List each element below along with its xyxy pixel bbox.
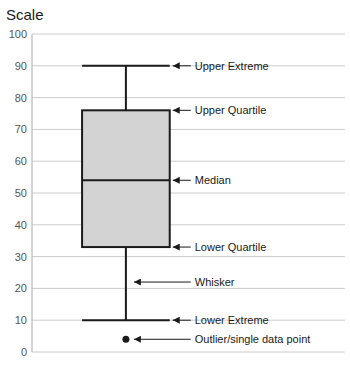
plot-area [82, 66, 170, 343]
upper-whisker [125, 66, 127, 111]
annotation: Median [195, 174, 231, 186]
annotation-arrow [134, 282, 191, 283]
grid-line [32, 65, 345, 66]
grid-line [32, 193, 345, 194]
grid-line [32, 224, 345, 225]
grid-line [32, 161, 345, 162]
y-tick-label: 80 [15, 92, 27, 104]
y-tick-label: 60 [15, 155, 27, 167]
annotation: Whisker [195, 276, 235, 288]
y-tick-label: 90 [15, 60, 27, 72]
lower-cap [82, 319, 170, 321]
median-line [82, 179, 170, 181]
grid-line [32, 34, 345, 35]
grid-line [32, 256, 345, 257]
outlier [122, 336, 129, 343]
y-tick-label: 30 [15, 251, 27, 263]
upper-cap [82, 65, 170, 67]
annotation-arrow [173, 65, 191, 66]
box [82, 110, 170, 247]
grid-line [32, 352, 345, 353]
annotation-arrow [134, 339, 191, 340]
title: Scale [6, 6, 44, 23]
annotation: Outlier/single data point [195, 333, 311, 345]
y-tick-label: 40 [15, 219, 27, 231]
y-tick-label: 50 [15, 187, 27, 199]
y-tick-label: 10 [15, 314, 27, 326]
annotation: Lower Quartile [195, 241, 267, 253]
grid-line [32, 129, 345, 130]
annotation-arrow [173, 110, 191, 111]
lower-whisker [125, 247, 127, 320]
y-tick-label: 100 [9, 28, 27, 40]
annotation: Lower Extreme [195, 314, 269, 326]
annotation: Upper Extreme [195, 60, 269, 72]
annotation: Upper Quartile [195, 104, 267, 116]
annotation-arrow [173, 247, 191, 248]
annotation-arrow [173, 320, 191, 321]
chart: Scale 0 10 20 30 40 50 60 70 80 90 100 Upper Extreme… [0, 0, 350, 367]
grid-line [32, 97, 345, 98]
annotation-arrow [173, 180, 191, 181]
y-tick-label: 20 [15, 282, 27, 294]
grid-line [32, 288, 345, 289]
y-axis-line [32, 34, 33, 352]
y-tick-label: 70 [15, 123, 27, 135]
y-tick-label: 0 [21, 346, 27, 358]
grid-line [32, 320, 345, 321]
